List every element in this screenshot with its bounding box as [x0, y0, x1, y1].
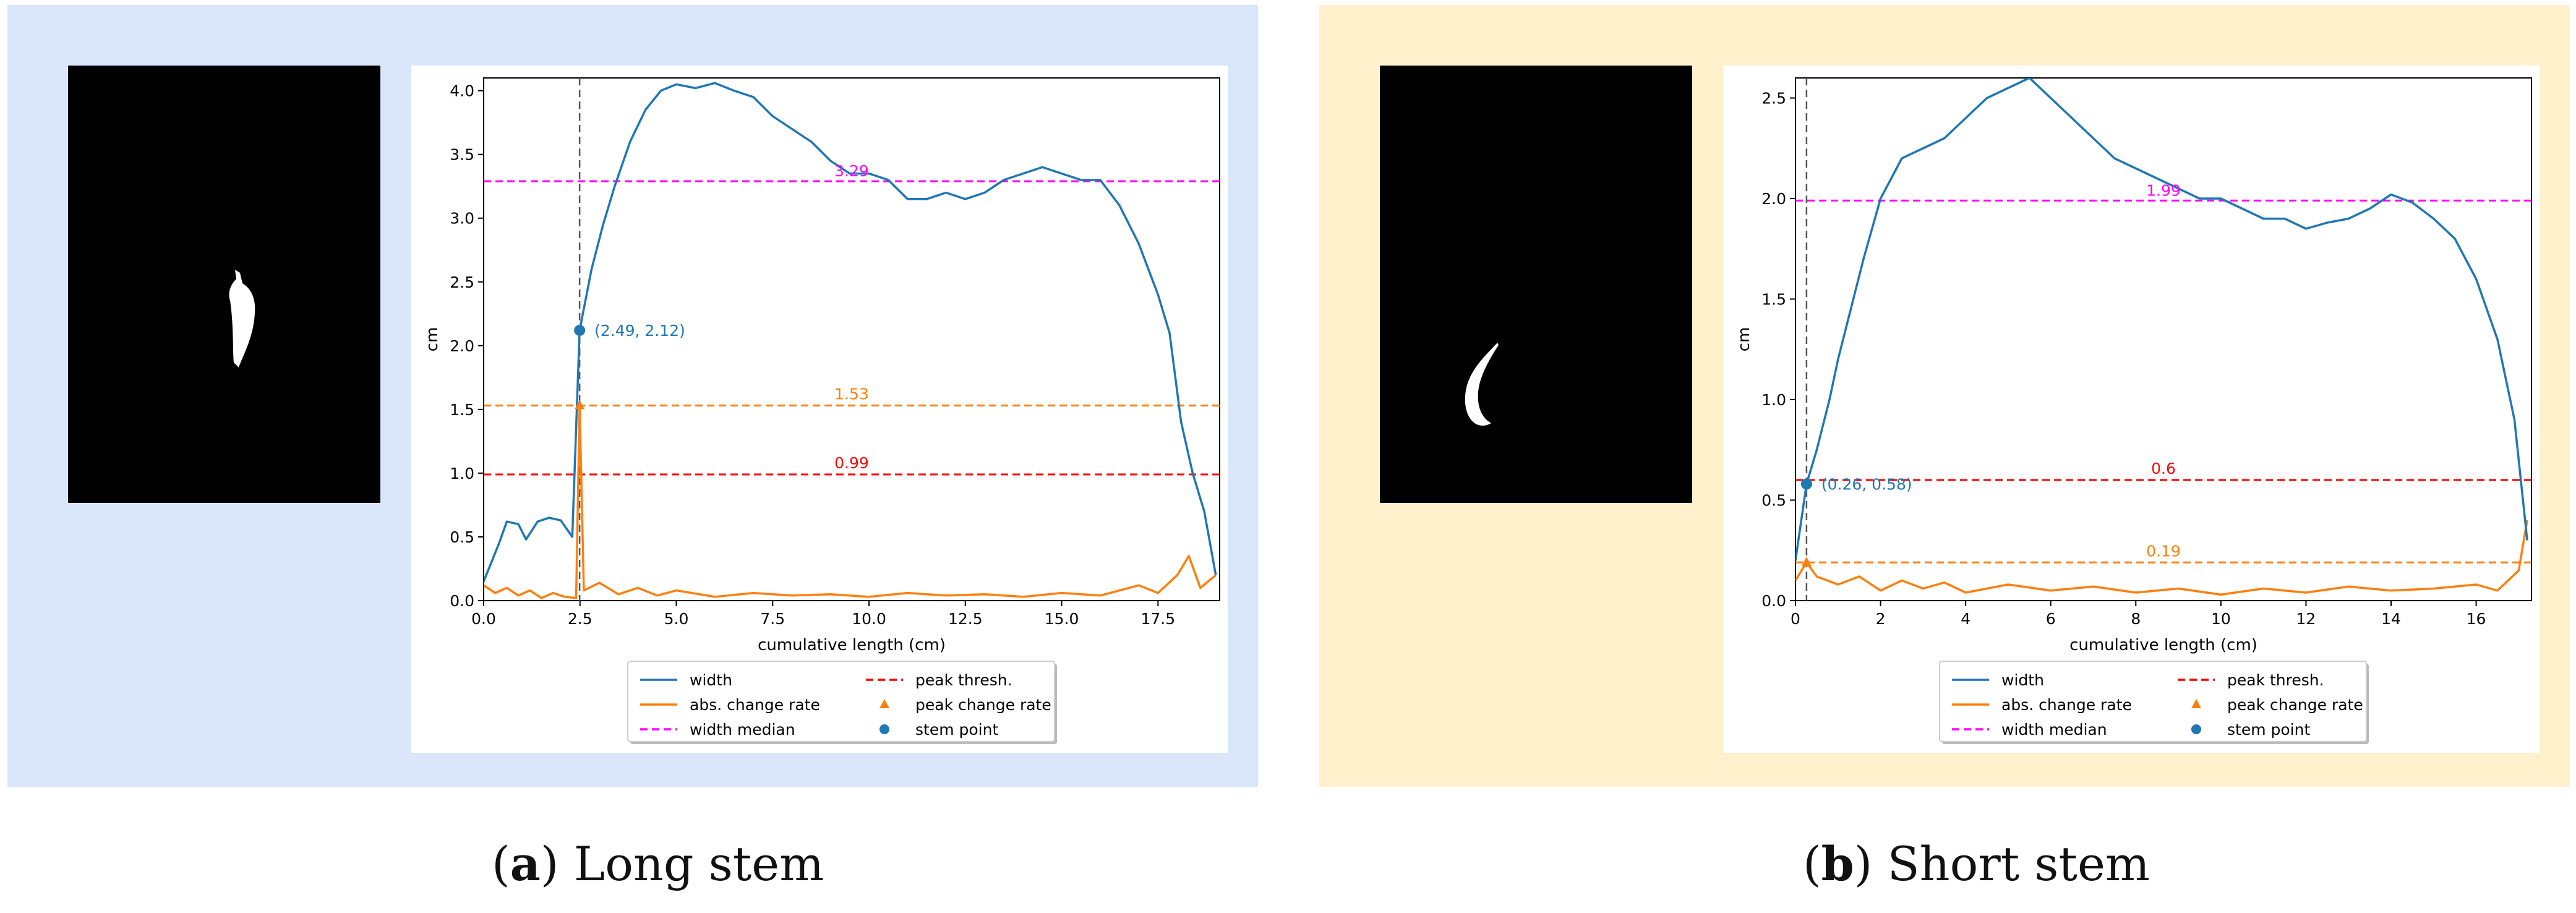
figure-panel-long-stem: 0.0 2.5 5.0 7.5 10.0 12.5 15.0 17.5 0.0 0.5 1.0 1.5… [7, 5, 1258, 787]
legend-swatch [2191, 699, 2201, 708]
stem-point-marker [574, 325, 586, 336]
y-tick-label: 2.0 [1761, 190, 1786, 208]
x-tick-label: 14 [2381, 610, 2401, 628]
y-tick-label: 4.0 [450, 82, 474, 100]
pepper-mask-image [68, 66, 380, 503]
x-tick-label: 12.5 [948, 610, 983, 628]
peak-change-rate-marker [575, 400, 585, 409]
x-tick-label: 12 [2296, 610, 2316, 628]
x-axis-label: cumulative length (cm) [2069, 636, 2257, 654]
caption-text: Short stem [1887, 836, 2150, 891]
y-tick-label: 0.5 [1761, 492, 1786, 510]
legend-label: peak thresh. [2227, 671, 2324, 689]
caption-a: (a) Long stem [492, 836, 824, 891]
x-tick-label: 17.5 [1140, 610, 1175, 628]
plot-area [1795, 78, 2531, 601]
stem-point-label: (0.26, 0.58) [1821, 476, 1912, 494]
y-tick-label: 1.0 [450, 465, 474, 482]
legend-label: peak change rate [915, 696, 1051, 714]
y-axis-label: cm [423, 327, 442, 352]
x-tick-label: 0 [1791, 610, 1800, 628]
x-tick-label: 5.0 [664, 610, 689, 628]
series-line-width [1795, 78, 2528, 561]
legend-swatch [2191, 724, 2201, 734]
plot-frame [483, 77, 1220, 601]
x-tick-label: 15.0 [1045, 610, 1079, 628]
x-tick-label: 10.0 [852, 610, 886, 628]
chart-short-stem: 0 2 4 6 8 10 12 14 16 0.0 0.5 1.0 1.5 2.0 2.5 cumulativ… [1735, 77, 2532, 744]
x-axis-label: cumulative length (cm) [758, 636, 946, 654]
plot-frame [1795, 77, 2532, 601]
x-tick-label: 0.0 [471, 610, 496, 628]
peak-thresh-label: 0.6 [2151, 460, 2176, 478]
y-tick-label: 2.0 [450, 337, 474, 355]
legend-label: peak thresh. [915, 671, 1012, 689]
legend-swatch [879, 724, 889, 734]
series-line-abs-change-rate [484, 404, 1217, 599]
legend-label: width median [690, 721, 795, 739]
x-tick-label: 10 [2211, 610, 2231, 628]
figure-panel-short-stem: 0 2 4 6 8 10 12 14 16 0.0 0.5 1.0 1.5 2.0 2.5 cumulativ… [1319, 5, 2570, 787]
x-tick-label: 7.5 [760, 610, 785, 628]
plot-area [484, 78, 1220, 601]
legend-swatch [879, 699, 889, 708]
legend-label: peak change rate [2227, 696, 2363, 714]
peak-change-rate-marker [1801, 557, 1812, 567]
x-tick-label: 2 [1876, 610, 1886, 628]
legend-label: width [690, 671, 732, 689]
x-tick-label: 4 [1961, 610, 1971, 628]
peak-rate-label: 0.19 [2146, 542, 2181, 560]
y-tick-label: 0.0 [450, 592, 474, 610]
legend-box [627, 661, 1055, 742]
y-tick-label: 0.5 [450, 528, 474, 546]
chart-card-b: 0 2 4 6 8 10 12 14 16 0.0 0.5 1.0 1.5 2.0 2.5 cumulativ… [1723, 66, 2540, 753]
caption-b: (b) Short stem [1803, 836, 2150, 891]
chart-long-stem: 0.0 2.5 5.0 7.5 10.0 12.5 15.0 17.5 0.0 0.5 1.0 1.5… [423, 77, 1220, 744]
series-line-abs-change-rate [1795, 520, 2528, 596]
y-tick-label: 2.5 [1761, 90, 1786, 108]
legend-label: width median [2001, 721, 2107, 739]
series-line-width [484, 82, 1217, 582]
x-tick-label: 6 [2046, 610, 2056, 628]
width-median-label: 3.29 [834, 162, 869, 180]
legend-label: abs. change rate [2001, 696, 2132, 714]
chart-card-a: 0.0 2.5 5.0 7.5 10.0 12.5 15.0 17.5 0.0 0.5 1.0 1.5… [411, 66, 1228, 753]
legend-label: stem point [2227, 721, 2310, 739]
legend-label: width [2001, 671, 2044, 689]
pepper-silhouette [1465, 343, 1499, 426]
y-tick-label: 0.0 [1761, 592, 1786, 610]
legend-box [1939, 661, 2367, 742]
y-tick-label: 1.0 [1761, 391, 1786, 409]
y-axis-label: cm [1735, 327, 1753, 352]
caption-text: Long stem [573, 836, 824, 891]
stem-point-marker [1800, 478, 1812, 490]
y-tick-label: 3.0 [450, 210, 474, 228]
caption-letter: a [510, 836, 541, 891]
legend-label: stem point [915, 721, 998, 739]
legend-label: abs. change rate [690, 696, 820, 714]
y-tick-label: 3.5 [450, 146, 474, 164]
peak-thresh-label: 0.99 [834, 454, 869, 472]
pepper-silhouette [229, 270, 255, 367]
peak-rate-label: 1.53 [834, 385, 869, 403]
y-tick-label: 1.5 [1761, 291, 1786, 309]
y-tick-label: 1.5 [450, 401, 474, 419]
x-tick-label: 8 [2131, 610, 2141, 628]
stem-point-label: (2.49, 2.12) [594, 322, 685, 340]
y-tick-label: 2.5 [450, 273, 474, 291]
caption-letter: b [1821, 836, 1854, 891]
x-tick-label: 16 [2467, 610, 2486, 628]
width-median-label: 1.99 [2146, 181, 2181, 199]
pepper-mask-image [1380, 66, 1692, 503]
x-tick-label: 2.5 [568, 610, 593, 628]
